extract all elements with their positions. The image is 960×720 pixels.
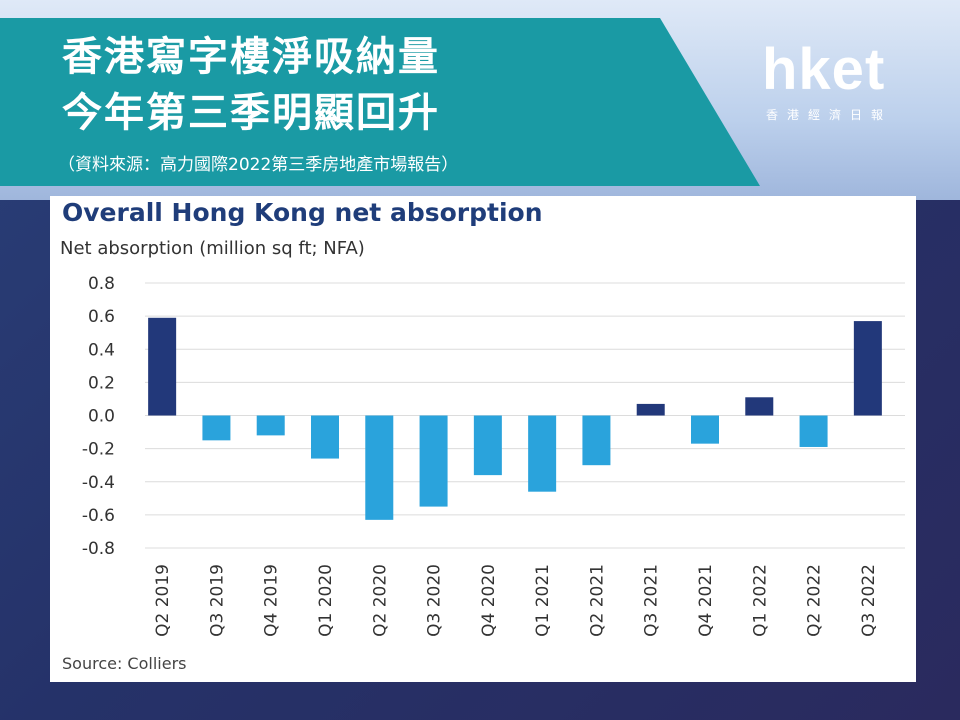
bar-q3-2021	[636, 403, 665, 416]
y-tick-label: 0.8	[88, 274, 115, 294]
x-tick-label: Q4 2019	[262, 564, 282, 637]
logo-wordmark: hket	[762, 37, 886, 102]
x-tick-label: Q2 2022	[805, 564, 825, 637]
hket-logo: hket 香港經濟日報	[762, 40, 922, 130]
x-tick-label: Q3 2022	[859, 564, 879, 637]
logo-tagline: 香港經濟日報	[766, 108, 893, 122]
bar-q4-2020	[473, 415, 502, 476]
y-tick-label: 0.0	[88, 407, 115, 427]
x-tick-label: Q1 2022	[750, 564, 770, 637]
y-tick-label: -0.4	[82, 473, 115, 493]
chart-title: Overall Hong Kong net absorption	[62, 198, 543, 227]
bar-q2-2020	[365, 415, 394, 520]
x-tick-label: Q2 2019	[153, 564, 173, 637]
bar-chart: 0.8 0.6 0.4 0.2 0.0 -0.2 -0.4 -0.6 -0.8 Q2 2019 Q3…	[82, 274, 905, 637]
x-tick-label: Q4 2021	[696, 564, 716, 637]
bar-q3-2019	[202, 415, 231, 441]
chart-card: 0.8 0.6 0.4 0.2 0.0 -0.2 -0.4 -0.6 -0.8 Q2 2019 Q3…	[50, 196, 916, 682]
title-banner	[0, 18, 760, 186]
chart-source: Source: Colliers	[62, 654, 187, 673]
bar-q4-2019	[256, 415, 285, 436]
bar-q3-2022	[853, 321, 882, 416]
headline-line-2: 今年第三季明顯回升	[62, 90, 440, 136]
bar-q2-2021	[582, 415, 611, 466]
y-tick-label: -0.8	[82, 539, 115, 559]
x-tick-label: Q2 2021	[587, 564, 607, 637]
bar-q3-2020	[419, 415, 448, 507]
bar-q1-2022	[745, 397, 774, 416]
x-tick-label: Q3 2019	[207, 564, 227, 637]
x-tick-label: Q1 2021	[533, 564, 553, 637]
y-tick-label: 0.6	[88, 307, 115, 327]
x-tick-label: Q3 2021	[642, 564, 662, 637]
source-subtitle: （資料來源：高力國際2022第三季房地產市場報告）	[58, 155, 459, 175]
y-axis-label: Net absorption (million sq ft; NFA)	[60, 238, 365, 259]
x-tick-label: Q3 2020	[425, 564, 445, 637]
x-tick-label: Q1 2020	[316, 564, 336, 637]
headline-line-1: 香港寫字樓淨吸納量	[62, 34, 440, 80]
bar-q1-2020	[311, 415, 339, 459]
bar-q2-2019	[148, 317, 177, 416]
y-tick-label: -0.6	[82, 506, 115, 526]
y-tick-label: 0.2	[88, 373, 115, 393]
bar-q1-2021	[528, 415, 557, 492]
bar-q2-2022	[799, 415, 828, 447]
bar-q4-2021	[691, 415, 719, 444]
x-tick-label: Q4 2020	[479, 564, 499, 637]
y-tick-label: -0.2	[82, 440, 115, 460]
y-tick-label: 0.4	[88, 340, 115, 360]
x-tick-label: Q2 2020	[370, 564, 390, 637]
